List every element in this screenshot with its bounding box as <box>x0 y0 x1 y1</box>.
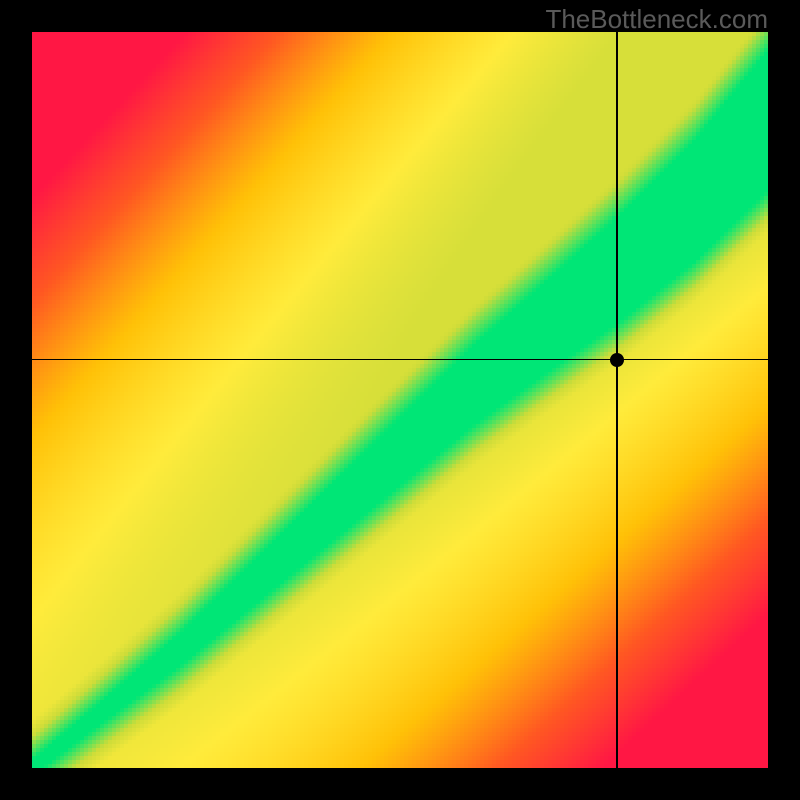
bottleneck-heatmap <box>32 32 768 768</box>
chart-container: TheBottleneck.com <box>0 0 800 800</box>
crosshair-vertical <box>616 32 618 768</box>
selection-marker <box>610 353 624 367</box>
crosshair-horizontal <box>32 359 768 361</box>
watermark-text: TheBottleneck.com <box>545 4 768 35</box>
